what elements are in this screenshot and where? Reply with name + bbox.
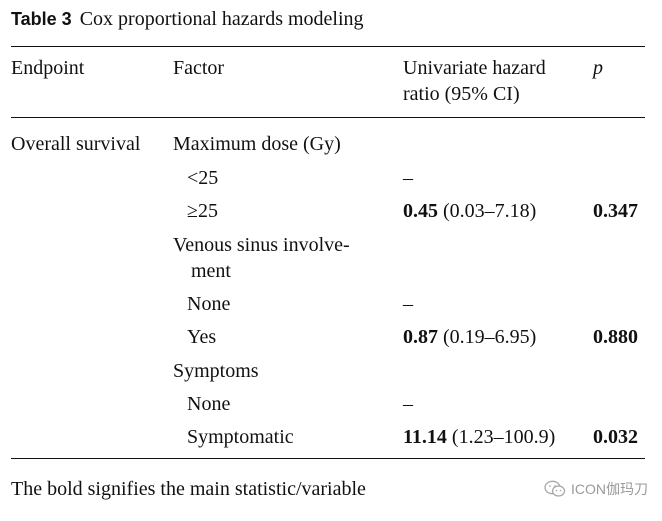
header-factor: Factor	[173, 57, 225, 79]
table-caption: Table 3 Cox proportional hazards modeling	[11, 8, 364, 31]
p-symptomatic: 0.032	[593, 426, 638, 448]
hr-symptomatic-value: 11.14	[403, 426, 447, 448]
hr-ge25-value: 0.45	[403, 200, 438, 222]
endpoint-cell: Overall survival	[11, 133, 141, 155]
level-symptoms-none: None	[187, 393, 231, 415]
hr-symptoms-none: –	[403, 393, 413, 415]
factor-venous-line2: ment	[191, 260, 231, 282]
p-ge25: 0.347	[593, 200, 638, 222]
header-hr-line2: ratio (95% CI)	[403, 83, 520, 105]
hr-venous-yes: 0.87 (0.19–6.95)	[403, 325, 536, 349]
level-symptomatic: Symptomatic	[187, 426, 294, 448]
factor-symptoms: Symptoms	[173, 360, 259, 382]
table-title: Cox proportional hazards modeling	[79, 8, 364, 30]
watermark-text: ICON伽玛刀	[571, 481, 648, 497]
watermark: ICON伽玛刀	[544, 479, 648, 499]
level-ge25: ≥25	[187, 200, 218, 222]
header-hr-line1: Univariate hazard	[403, 57, 546, 79]
table-footnote: The bold signifies the main statistic/va…	[11, 478, 366, 500]
hr-symptomatic: 11.14 (1.23–100.9)	[403, 425, 555, 449]
factor-max-dose: Maximum dose (Gy)	[173, 133, 341, 155]
bottom-rule	[11, 458, 645, 459]
hr-lt25: –	[403, 167, 413, 189]
header-p: p	[593, 57, 603, 79]
level-lt25: <25	[187, 167, 219, 189]
level-venous-none: None	[187, 293, 231, 315]
factor-venous-line1: Venous sinus involve-	[173, 234, 350, 256]
table-label: Table 3	[11, 9, 72, 29]
hr-symptomatic-ci: (1.23–100.9)	[451, 426, 556, 448]
hr-venous-yes-value: 0.87	[403, 326, 438, 348]
wechat-icon	[544, 480, 566, 497]
hr-ge25: 0.45 (0.03–7.18)	[403, 199, 536, 223]
header-rule	[11, 117, 645, 118]
level-venous-yes: Yes	[187, 326, 217, 348]
top-rule	[11, 46, 645, 47]
hr-venous-yes-ci: (0.19–6.95)	[443, 326, 537, 348]
hr-venous-none: –	[403, 293, 413, 315]
header-endpoint: Endpoint	[11, 57, 85, 79]
p-venous-yes: 0.880	[593, 326, 638, 348]
hr-ge25-ci: (0.03–7.18)	[443, 200, 537, 222]
